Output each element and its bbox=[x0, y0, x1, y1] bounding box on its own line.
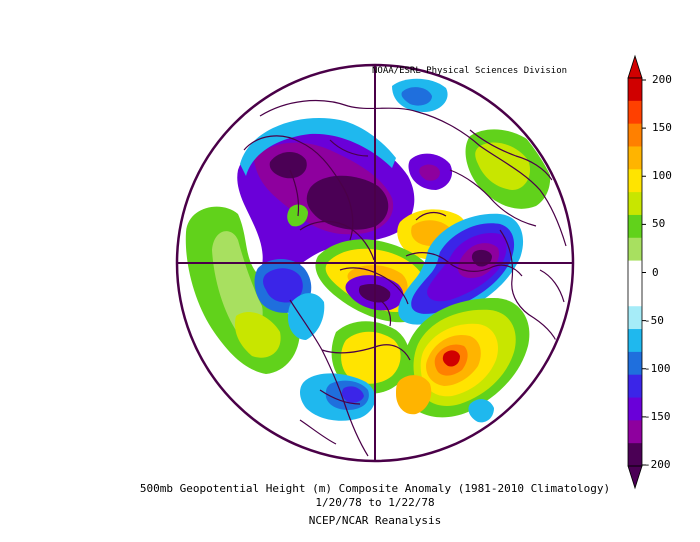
colorbar-segment bbox=[628, 100, 642, 125]
colorbar-segment bbox=[628, 78, 642, 102]
colorbar-tick-label: 200 bbox=[652, 73, 672, 86]
colorbar-segment bbox=[628, 214, 642, 239]
colorbar-segment bbox=[628, 443, 642, 467]
colorbar-segment bbox=[628, 374, 642, 399]
colorbar-tick-label: 50 bbox=[652, 217, 666, 231]
caption-dates: 1/20/78 to 1/22/78 bbox=[315, 496, 435, 509]
colorbar-segment bbox=[628, 146, 642, 170]
colorbar-top-arrow bbox=[627, 54, 643, 79]
colorbar-tick-label: -100 bbox=[644, 361, 671, 375]
caption-source: NCEP/NCAR Reanalysis bbox=[308, 514, 442, 527]
colorbar-tick-label: -150 bbox=[644, 409, 671, 423]
colorbar-tick-label: 0 bbox=[652, 265, 659, 279]
anomaly-field bbox=[179, 67, 571, 459]
colorbar-segment bbox=[628, 192, 642, 216]
colorbar-segment bbox=[628, 306, 642, 330]
colorbar-segment bbox=[628, 237, 642, 262]
caption-title: 500mb Geopotential Height (m) Composite … bbox=[139, 482, 611, 495]
colorbar-segment bbox=[628, 420, 642, 444]
colorbar-tick-label: -50 bbox=[644, 313, 664, 327]
credit-text: NOAA/ESRL Physical Sciences Division bbox=[372, 66, 568, 76]
coastlines bbox=[243, 99, 567, 457]
colorbar-segment bbox=[628, 329, 642, 353]
map-frame bbox=[175, 63, 575, 463]
colorbar bbox=[627, 54, 646, 490]
colorbar-tick-label: -200 bbox=[644, 458, 671, 471]
colorbar-segment bbox=[628, 351, 642, 376]
colorbar-segment bbox=[628, 123, 642, 147]
colorbar-segment bbox=[628, 283, 642, 307]
colorbar-segment bbox=[628, 397, 642, 421]
colorbar-tick-label: 150 bbox=[652, 121, 672, 135]
colorbar-tick-label: 100 bbox=[652, 169, 672, 183]
colorbar-segment bbox=[628, 169, 642, 193]
colorbar-segment bbox=[628, 260, 642, 284]
